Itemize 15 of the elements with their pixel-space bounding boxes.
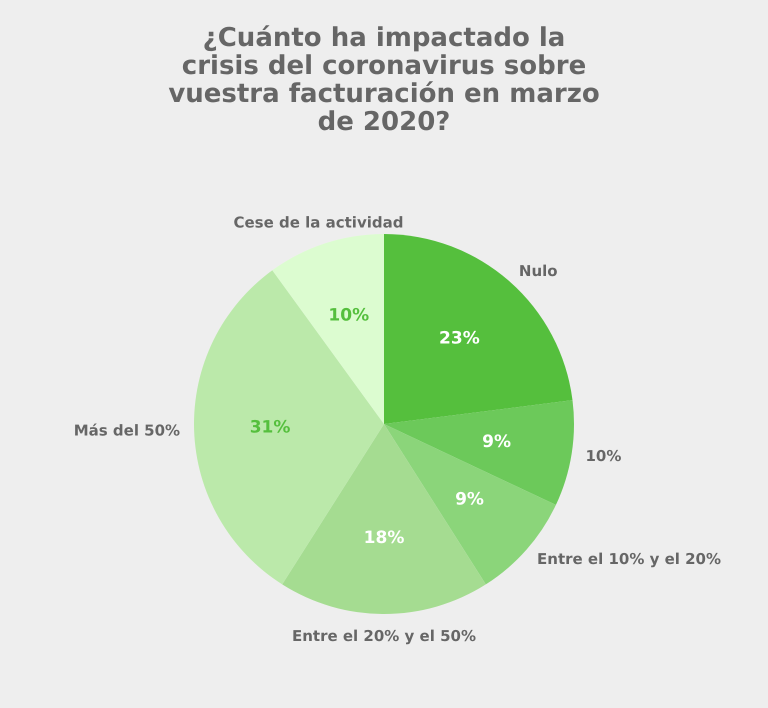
- data-label: 31%: [250, 418, 290, 438]
- chart-title: ¿Cuánto ha impactado la crisis del coronavirus sobre vuestra facturación en marzo de 2020?: [168, 23, 600, 137]
- slice-label: Más del 50%: [74, 421, 180, 440]
- data-label: 23%: [439, 328, 480, 348]
- data-label: 18%: [364, 528, 404, 548]
- slice-label: 10%: [585, 446, 622, 465]
- data-label: 9%: [455, 489, 484, 510]
- slice-label: Entre el 10% y el 20%: [537, 550, 722, 568]
- data-label: 10%: [328, 306, 370, 326]
- slice-label: Nulo: [518, 262, 558, 280]
- pie-slice: [384, 400, 574, 505]
- slice-label: Cese de la actividad: [234, 213, 404, 232]
- pie-slice: [384, 234, 572, 424]
- data-label: 9%: [482, 432, 512, 452]
- slice-label: Entre el 20% y el 50%: [292, 627, 476, 645]
